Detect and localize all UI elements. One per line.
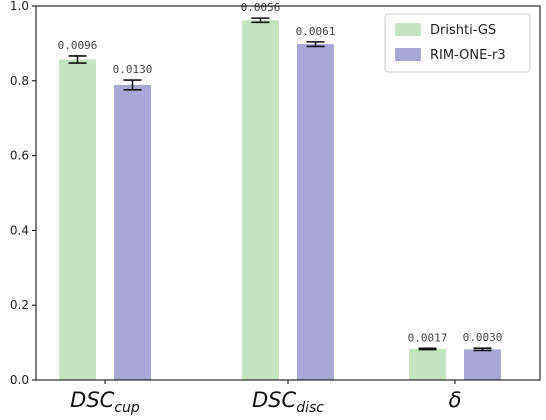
error-label-drishti-gs-2: 0.0017: [408, 331, 448, 344]
bar-drishti-gs-0: [59, 59, 96, 381]
x-tick-label-1: DSCdisc: [252, 388, 324, 416]
legend-label-rim-one-r3: RIM-ONE-r3: [430, 48, 506, 63]
error-label-rim-one-r3-0: 0.0130: [113, 63, 153, 76]
bar-drishti-gs-2: [409, 348, 446, 380]
legend-frame: [384, 13, 531, 73]
error-label-drishti-gs-1: 0.0056: [241, 1, 281, 14]
error-bars-layer: 0.0096 0.0056 0.0017 0.0130 0.0061 0.0030: [58, 1, 503, 352]
y-tick-label-2: 0.4: [10, 223, 29, 237]
y-tick-label-0: 0.0: [10, 373, 29, 387]
legend-label-drishti-gs: Drishti-GS: [430, 23, 496, 38]
error-label-rim-one-r3-1: 0.0061: [296, 25, 336, 38]
error-label-rim-one-r3-2: 0.0030: [463, 331, 503, 344]
bar-rim-one-r3-0: [114, 84, 151, 380]
x-tick-label-sub-1: disc: [296, 400, 324, 416]
bar-drishti-gs-1: [242, 20, 279, 380]
legend-swatch-drishti-gs: [395, 23, 421, 36]
x-tick-label-sub-0: cup: [114, 400, 140, 416]
x-tick-label-main-2: δ: [449, 388, 462, 412]
error-label-drishti-gs-0: 0.0096: [58, 39, 98, 52]
x-tick-label-main-0: DSC: [70, 388, 115, 412]
x-tick-label-2: δ: [449, 388, 462, 412]
y-tick-label-1: 0.2: [10, 298, 29, 312]
bar-rim-one-r3-2: [464, 349, 501, 380]
x-tick-label-main-1: DSC: [252, 388, 297, 412]
bars-layer: [59, 20, 501, 381]
legend-swatch-rim-one-r3: [395, 48, 421, 61]
y-tick-label-5: 1.0: [10, 0, 29, 13]
y-tick-label-4: 0.8: [10, 74, 29, 88]
y-tick-label-3: 0.6: [10, 149, 29, 163]
x-tick-label-0: DSCcup: [70, 388, 140, 416]
legend: Drishti-GS RIM-ONE-r3: [384, 13, 531, 73]
bar-rim-one-r3-1: [297, 44, 334, 380]
